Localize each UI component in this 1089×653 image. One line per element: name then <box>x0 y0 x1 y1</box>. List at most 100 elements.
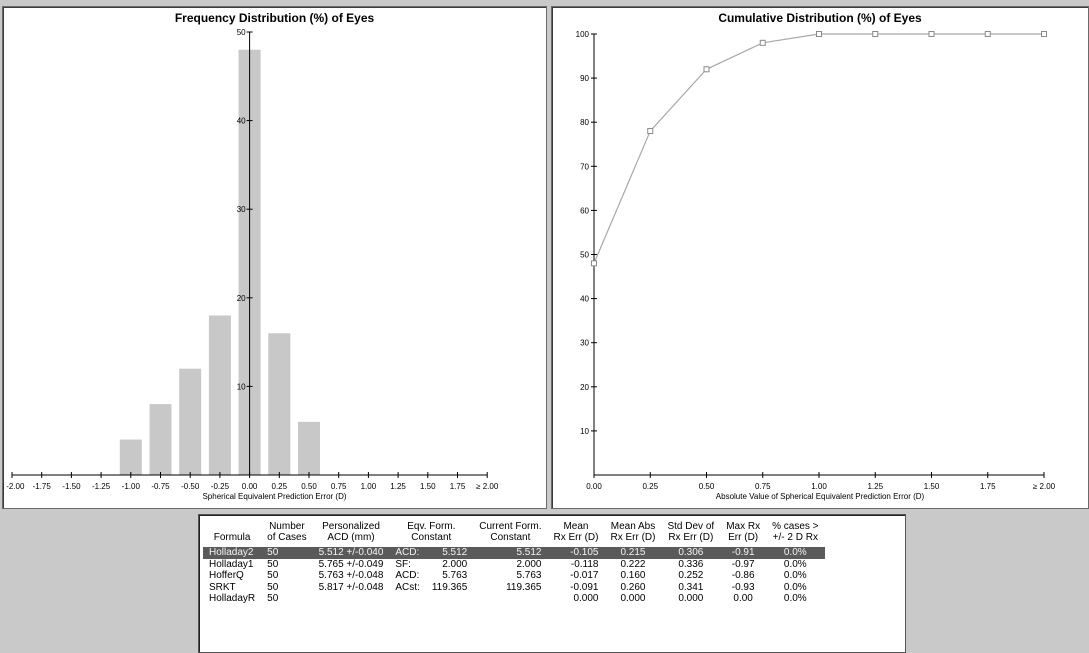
frequency-x-tick-label: -0.75 <box>151 482 170 491</box>
frequency-y-tick-label: 20 <box>237 294 246 303</box>
frequency-x-tick-label: -1.50 <box>62 482 81 491</box>
frequency-x-tick-label: -1.25 <box>92 482 111 491</box>
cell-cases: 50 <box>261 547 313 559</box>
table-row-holladayr[interactable]: HolladayR 50 0.000 0.000 0.000 0.00 0.0% <box>203 593 825 605</box>
frequency-x-axis-label: Spherical Equivalent Prediction Error (D… <box>202 492 347 501</box>
frequency-x-tick-label: -1.00 <box>122 482 141 491</box>
cell-std-dev: 0.336 <box>678 558 704 570</box>
table-row-holladay1[interactable]: Holladay1 50 5.765 +/-0.049 SF: 2.000 2.000 -0… <box>203 559 825 571</box>
cell-pct-cases: 0.0% <box>783 593 807 604</box>
cell-mean-abs-err: 0.215 <box>604 547 662 559</box>
cell-formula: Holladay1 <box>209 558 254 570</box>
cell-formula: SRKT <box>209 581 236 593</box>
cumulative-chart-panel: Cumulative Distribution (%) of Eyes 10 20… <box>551 6 1089 509</box>
cumulative-y-tick-label: 30 <box>580 339 589 348</box>
cell-max-err: -0.97 <box>731 558 755 570</box>
cumulative-x-tick-label: 1.75 <box>980 482 996 491</box>
header-formula: Formula <box>213 532 251 543</box>
frequency-x-tick-label: 1.50 <box>420 482 436 491</box>
cell-cases: 50 <box>267 593 279 604</box>
cell-eqv-label <box>389 593 425 605</box>
cumulative-y-tick-label: 50 <box>580 251 589 260</box>
cell-current-constant <box>473 593 547 605</box>
header-pct-cases: % cases > +/- 2 D Rx <box>772 521 819 543</box>
cell-mean-err: -0.091 <box>570 581 599 593</box>
cell-current-constant: 5.763 <box>516 570 542 581</box>
cell-acd: 5.765 +/-0.049 <box>318 558 384 570</box>
cumulative-point <box>816 31 822 37</box>
cell-eqv-label: ACD: <box>389 547 426 559</box>
table-row-holladay2[interactable]: Holladay2 50 5.512 +/-0.040 ACD: 5.512 5.512-… <box>203 547 825 559</box>
frequency-x-tick-label: 1.75 <box>450 482 466 491</box>
cell-cases: 50 <box>267 581 279 593</box>
cumulative-point <box>703 66 710 73</box>
cumulative-y-tick-label: 100 <box>576 30 590 39</box>
frequency-x-tick-label: 1.00 <box>361 482 377 491</box>
frequency-x-tick-label: 0.50 <box>301 482 317 491</box>
cell-current-constant: 5.512 <box>473 547 548 559</box>
frequency-chart-title: Frequency Distribution (%) of Eyes <box>174 11 375 25</box>
table-row-hofferq[interactable]: HofferQ 50 5.763 +/-0.048 ACD: 5.763 5.763 -0.… <box>203 570 825 582</box>
cumulative-y-tick-label: 60 <box>580 206 589 215</box>
frequency-y-tick-label: 30 <box>237 205 246 214</box>
header-mean-err: Mean Rx Err (D) <box>553 521 599 543</box>
cell-acd: 5.817 +/-0.048 <box>318 581 384 593</box>
cell-pct-cases: 0.0% <box>766 547 825 559</box>
cumulative-x-tick-label: 0.25 <box>642 482 658 491</box>
cumulative-series-line <box>593 33 1044 264</box>
table-row-srkt[interactable]: SRKT 50 5.817 +/-0.048 ACst: 119.365 119.365 -… <box>203 582 825 594</box>
frequency-x-tick-label: 1.25 <box>390 482 406 491</box>
cumulative-x-tick-label: 1.50 <box>924 482 940 491</box>
cell-std-dev: 0.306 <box>661 547 721 559</box>
cell-acd: 5.512 +/-0.040 <box>312 547 390 559</box>
cell-formula: HolladayR <box>209 593 256 604</box>
results-table: Formula Number of Cases Personalized ACD… <box>203 521 825 605</box>
histogram-bar--1.00 <box>119 439 142 475</box>
cumulative-point <box>1041 31 1047 37</box>
cumulative-x-tick-label: ≥ 2.00 <box>1033 482 1056 491</box>
header-max-err: Max Rx Err (D) <box>726 521 761 543</box>
cumulative-point <box>591 260 597 267</box>
cell-eqv-value: 119.365 <box>431 581 468 593</box>
cumulative-point <box>928 31 935 37</box>
cumulative-y-tick-label: 80 <box>580 118 589 127</box>
frequency-y-tick-label: 50 <box>237 28 246 37</box>
cell-cases: 50 <box>267 570 279 581</box>
cell-current-constant: 2.000 <box>516 558 542 570</box>
cell-std-dev: 0.252 <box>678 570 704 581</box>
cell-max-err: -0.86 <box>731 570 755 581</box>
cumulative-y-tick-label: 70 <box>580 162 589 171</box>
cumulative-point <box>872 31 879 37</box>
header-cases: Number of Cases <box>267 521 307 543</box>
cumulative-chart: 10 20 30 40 50 60 70 80 90 100 0.00 0.25 0.50 0.75 1.0… <box>576 30 1056 491</box>
header-std-dev: Std Dev of Rx Err (D) <box>667 521 715 543</box>
cell-std-dev: 0.000 <box>678 593 704 604</box>
cumulative-x-tick-label: 0.75 <box>755 482 771 491</box>
cell-pct-cases: 0.0% <box>783 558 807 570</box>
frequency-x-tick-label: -0.50 <box>181 482 200 491</box>
cell-std-dev: 0.341 <box>678 581 704 593</box>
header-current-constant: Current Form. Constant <box>479 521 542 543</box>
table-header-row: Formula Number of Cases Personalized ACD… <box>203 521 825 547</box>
header-mean-abs-err: Mean Abs Rx Err (D) <box>610 521 656 543</box>
cell-eqv-value: 2.000 <box>442 558 468 570</box>
frequency-y-tick-label: 10 <box>237 382 246 391</box>
cell-eqv-value: 5.512 <box>425 547 474 559</box>
cumulative-y-tick-label: 90 <box>580 74 589 83</box>
histogram-bar-0.25 <box>268 333 291 475</box>
cell-mean-err: -0.118 <box>570 558 599 570</box>
frequency-chart-panel: Frequency Distribution (%) of Eyes ≤ -2.… <box>2 6 547 509</box>
frequency-x-tick-label: 0.00 <box>242 482 258 491</box>
frequency-y-tick-label: 40 <box>237 117 246 126</box>
histogram-bar-0.50 <box>298 421 320 475</box>
cell-eqv-label: SF: <box>395 558 411 570</box>
cell-mean-abs-err: 0.000 <box>620 593 646 604</box>
header-acd: Personalized ACD (mm) <box>322 521 380 543</box>
cell-cases: 50 <box>267 558 279 570</box>
cumulative-x-tick-label: 1.00 <box>811 482 827 491</box>
cumulative-x-axis-label: Absolute Value of Spherical Equivalent P… <box>715 492 925 501</box>
cell-mean-abs-err: 0.160 <box>620 570 646 581</box>
frequency-x-tick-label: -1.75 <box>33 482 52 491</box>
cumulative-x-tick-label: 0.50 <box>699 482 715 491</box>
cell-formula: HofferQ <box>209 570 244 581</box>
